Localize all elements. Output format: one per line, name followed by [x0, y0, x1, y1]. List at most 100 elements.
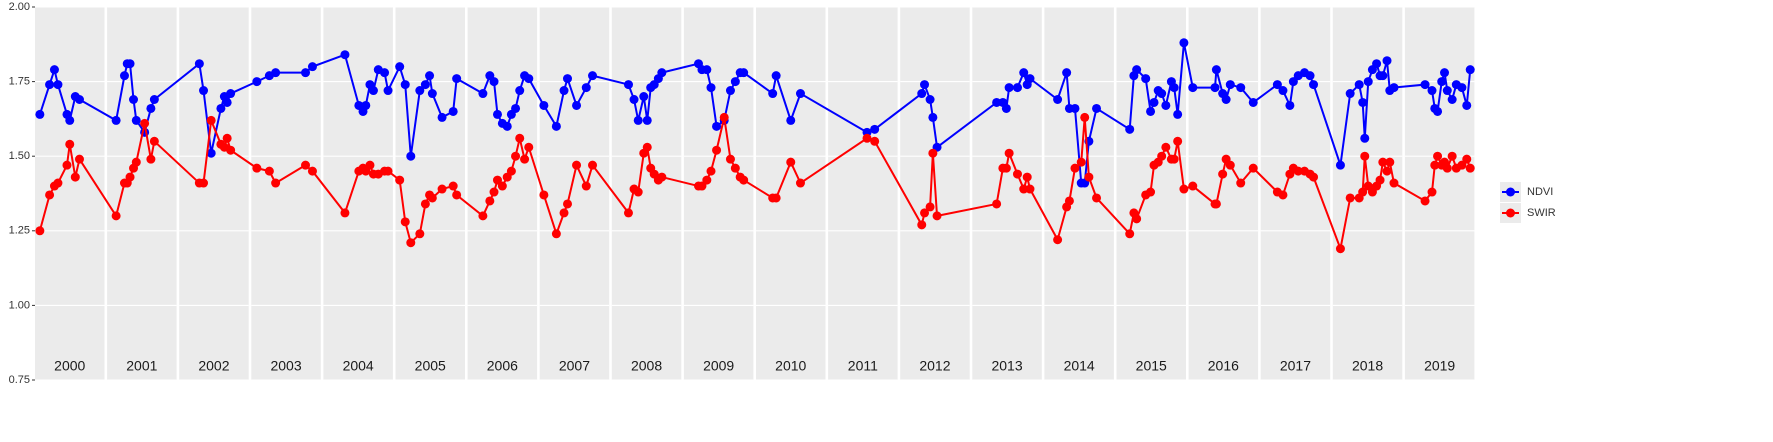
data-point: [427, 193, 437, 203]
panel-label: 2006: [487, 358, 518, 374]
data-point: [1019, 68, 1029, 78]
data-point: [146, 103, 156, 113]
data-point: [1447, 95, 1457, 105]
data-point: [1288, 77, 1298, 87]
data-point: [1389, 178, 1399, 188]
data-point: [1420, 80, 1430, 90]
data-point: [917, 220, 927, 230]
data-point: [1169, 154, 1179, 164]
data-point: [623, 208, 633, 218]
data-point: [1161, 142, 1171, 152]
data-point: [502, 121, 512, 131]
data-point: [563, 199, 572, 209]
data-point: [1012, 83, 1022, 93]
data-point: [264, 166, 274, 176]
panel-background: [611, 7, 682, 380]
panel-label: 2010: [775, 358, 806, 374]
data-point: [1433, 151, 1443, 161]
y-tick-label: 1.75: [9, 76, 30, 88]
data-point: [206, 115, 216, 125]
panel-label: 2009: [703, 358, 734, 374]
data-point: [551, 229, 561, 239]
data-point: [301, 68, 311, 78]
data-point: [719, 112, 729, 122]
data-point: [226, 89, 236, 99]
data-point: [149, 136, 159, 146]
data-point: [539, 100, 549, 110]
data-point: [1225, 80, 1235, 90]
data-point: [706, 166, 716, 176]
data-point: [1354, 80, 1364, 90]
data-point: [1457, 83, 1467, 93]
data-point: [1157, 89, 1167, 99]
data-point: [1309, 172, 1319, 182]
data-point: [199, 178, 209, 188]
data-point: [920, 80, 930, 90]
data-point: [559, 86, 569, 96]
data-point: [1221, 95, 1231, 105]
data-point: [1433, 106, 1443, 116]
data-point: [642, 142, 652, 152]
data-point: [1430, 160, 1440, 170]
data-point: [1012, 169, 1022, 179]
data-point: [862, 133, 872, 143]
data-point: [725, 154, 735, 164]
data-point: [515, 86, 525, 96]
data-point: [74, 154, 84, 164]
panel-background: [1188, 7, 1259, 380]
data-point: [194, 59, 204, 69]
panel-background: [467, 7, 538, 380]
data-point: [1001, 163, 1011, 173]
data-point: [420, 199, 430, 209]
data-point: [771, 71, 781, 81]
data-point: [1457, 160, 1467, 170]
data-point: [400, 80, 410, 90]
data-point: [1462, 100, 1472, 110]
data-point: [149, 95, 159, 105]
data-point: [588, 71, 598, 81]
data-point: [511, 151, 521, 161]
data-point: [1305, 71, 1315, 81]
data-point: [739, 68, 749, 78]
data-point: [406, 238, 416, 248]
data-point: [1278, 86, 1288, 96]
data-point: [786, 115, 796, 125]
legend-label: NDVI: [1527, 186, 1553, 198]
data-point: [1157, 151, 1167, 161]
data-point: [1440, 68, 1450, 78]
data-point: [111, 211, 121, 221]
data-point: [1025, 184, 1035, 194]
data-point: [1092, 193, 1102, 203]
y-tick-label: 2.00: [9, 1, 30, 13]
data-point: [1345, 193, 1355, 203]
data-point: [125, 172, 135, 182]
panel-label: 2003: [270, 358, 301, 374]
panel-label: 2004: [343, 358, 374, 374]
data-point: [1236, 83, 1246, 93]
panel-label: 2017: [1280, 358, 1311, 374]
data-point: [623, 80, 633, 90]
data-point: [870, 136, 880, 146]
data-point: [730, 77, 740, 87]
data-point: [448, 181, 458, 191]
data-point: [1375, 175, 1385, 185]
data-point: [712, 121, 722, 131]
panel-background: [1332, 7, 1403, 380]
data-point: [563, 74, 572, 84]
data-point: [739, 175, 749, 185]
panel-background: [756, 7, 826, 380]
data-point: [1360, 151, 1370, 161]
data-point: [1360, 133, 1370, 143]
data-point: [1345, 89, 1355, 99]
data-point: [1442, 163, 1452, 173]
data-point: [1385, 157, 1395, 167]
data-point: [1211, 199, 1221, 209]
data-point: [1022, 172, 1032, 182]
data-point: [629, 95, 639, 105]
data-point: [1179, 38, 1189, 48]
data-point: [1004, 83, 1014, 93]
data-point: [1076, 157, 1086, 167]
data-point: [365, 160, 375, 170]
data-point: [119, 71, 129, 81]
data-point: [932, 211, 942, 221]
